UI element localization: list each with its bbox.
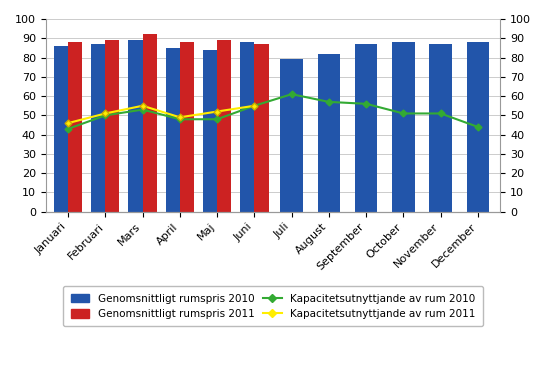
Bar: [54, 46, 68, 212]
Legend: Genomsnittligt rumspris 2010, Genomsnittligt rumspris 2011, Kapacitetsutnyttjand: Genomsnittligt rumspris 2010, Genomsnitt…: [63, 287, 483, 326]
Bar: [254, 44, 269, 212]
Bar: [429, 44, 452, 212]
Bar: [143, 35, 157, 212]
Bar: [280, 59, 303, 212]
Bar: [392, 42, 415, 212]
Bar: [240, 42, 254, 212]
Bar: [467, 42, 489, 212]
Bar: [355, 44, 377, 212]
Bar: [217, 40, 232, 212]
Bar: [318, 54, 340, 212]
Bar: [91, 44, 105, 212]
Bar: [203, 50, 217, 212]
Bar: [68, 42, 82, 212]
Bar: [105, 40, 120, 212]
Bar: [180, 42, 194, 212]
Bar: [128, 40, 143, 212]
Bar: [165, 48, 180, 212]
